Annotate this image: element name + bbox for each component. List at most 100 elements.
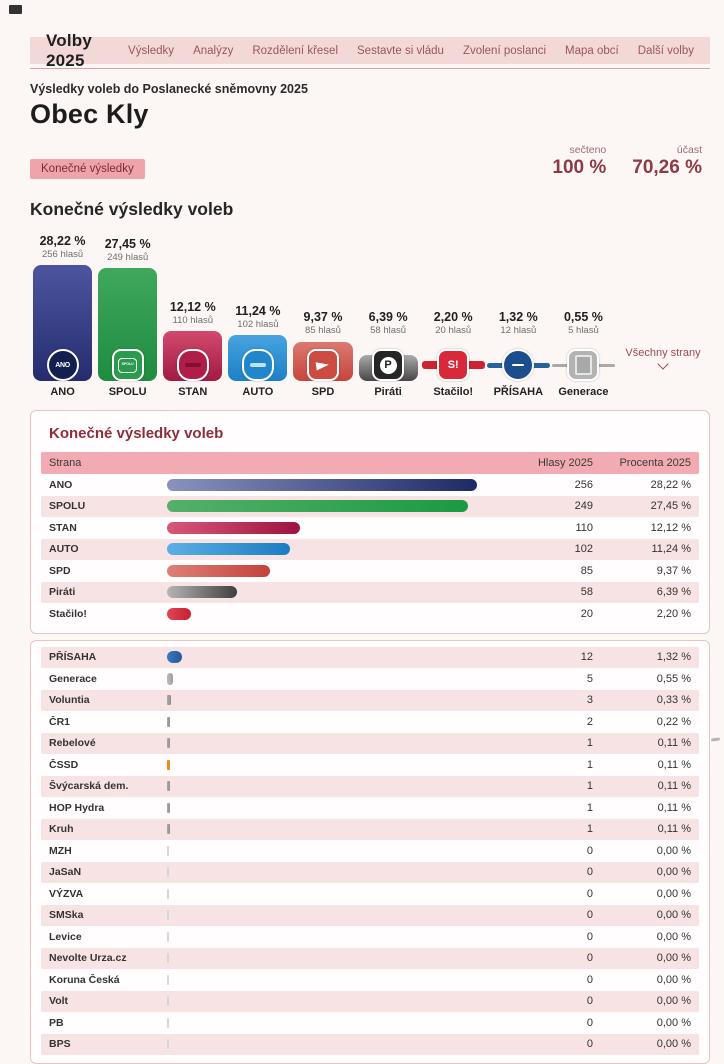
votes-value: 0: [523, 845, 593, 857]
party-name-label: Generace: [558, 386, 608, 398]
percent-label: 27,45 %: [105, 237, 151, 251]
pirati-party-icon[interactable]: P: [372, 349, 404, 381]
vote-bar-cell: [167, 586, 523, 598]
bar-zone: [228, 335, 287, 381]
party-name-label: PŘÍSAHA: [494, 386, 544, 398]
stat-label: účast: [632, 144, 702, 156]
percent-value: 12,12 %: [593, 522, 691, 534]
percent-value: 0,11 %: [593, 737, 691, 749]
party-name: SMSka: [49, 909, 167, 921]
votes-value: 1: [523, 737, 593, 749]
party-name: Kruh: [49, 823, 167, 835]
votes-label: 20 hlasů: [435, 325, 471, 336]
vote-bar: [167, 695, 171, 705]
nav-item-analyzy[interactable]: Analýzy: [193, 45, 233, 57]
page-title: Obec Kly: [30, 99, 710, 130]
spolu-party-icon[interactable]: SPOLU: [112, 349, 144, 381]
vote-bar: [167, 717, 170, 727]
vote-bar: [167, 479, 477, 491]
vote-bar-cell: [167, 974, 523, 986]
bar-zone: [554, 341, 613, 381]
party-name: Stačilo!: [49, 608, 167, 620]
party-name: MZH: [49, 845, 167, 857]
percent-value: 0,33 %: [593, 694, 691, 706]
nav-item-dalsi-volby[interactable]: Další volby: [638, 45, 694, 57]
generace-party-icon[interactable]: [567, 349, 599, 381]
vote-bar-cell: [167, 909, 523, 921]
auto-party-icon[interactable]: [242, 349, 274, 381]
party-name: PB: [49, 1017, 167, 1029]
vote-bar-cell: [167, 780, 523, 792]
vote-bar: [167, 867, 169, 877]
stan-party-icon[interactable]: [177, 349, 209, 381]
party-name: SPD: [49, 565, 167, 577]
vote-bar: [167, 1018, 169, 1028]
votes-value: 12: [523, 651, 593, 663]
party-name: SPOLU: [49, 500, 167, 512]
party-name-label: SPOLU: [109, 386, 147, 398]
votes-value: 20: [523, 608, 593, 620]
vote-bar: [167, 651, 182, 663]
spolu-logo-frame: SPOLU: [118, 358, 137, 373]
prisaha-party-icon[interactable]: [502, 349, 534, 381]
party-name-label: STAN: [178, 386, 207, 398]
percent-value: 0,00 %: [593, 888, 691, 900]
nav-item-vysledky[interactable]: Výsledky: [128, 45, 174, 57]
vote-bar: [167, 889, 169, 899]
site-brand[interactable]: Volby 2025: [46, 31, 128, 71]
nav-item-zvoleni-poslanci[interactable]: Zvolení poslanci: [463, 45, 546, 57]
ano-party-icon[interactable]: ANO: [47, 349, 79, 381]
vote-bar: [167, 586, 237, 598]
party-name: AUTO: [49, 543, 167, 555]
vote-bar-cell: [167, 543, 523, 555]
stacilo-party-icon[interactable]: S!: [437, 349, 469, 381]
vote-bar: [167, 608, 191, 620]
percent-value: 0,00 %: [593, 974, 691, 986]
vote-bar-cell: [167, 673, 523, 685]
votes-label: 5 hlasů: [568, 325, 599, 336]
scan-artifact-mark: [9, 5, 22, 14]
all-parties-label[interactable]: Všechny strany: [625, 347, 700, 359]
percent-label: 28,22 %: [40, 234, 86, 248]
votes-value: 0: [523, 995, 593, 1007]
nav-item-rozdeleni-kresel[interactable]: Rozdělení křesel: [252, 45, 338, 57]
party-name: Rebelové: [49, 737, 167, 749]
header-separator: [30, 68, 710, 69]
pirati-logo-letter: P: [384, 360, 391, 371]
vote-bar: [167, 500, 468, 512]
party-name-label: ANO: [50, 386, 74, 398]
spd-party-icon[interactable]: [307, 349, 339, 381]
nav-item-mapa-obci[interactable]: Mapa obcí: [565, 45, 619, 57]
votes-value: 110: [523, 522, 593, 534]
bar-zone: [489, 341, 548, 381]
party-name: STAN: [49, 522, 167, 534]
party-name: Koruna Česká: [49, 974, 167, 986]
all-parties-toggle[interactable]: Všechny strany: [616, 230, 710, 398]
votes-value: 256: [523, 479, 593, 491]
percent-value: 6,39 %: [593, 586, 691, 598]
nav-item-sestavte-si-vladu[interactable]: Sestavte si vládu: [357, 45, 444, 57]
votes-value: 0: [523, 909, 593, 921]
vote-bar-cell: [167, 931, 523, 943]
chevron-down-icon[interactable]: [657, 358, 668, 369]
percent-value: 9,37 %: [593, 565, 691, 577]
bar-zone: ANO: [33, 265, 92, 381]
percent-value: 0,11 %: [593, 823, 691, 835]
party-name: Švýcarská dem.: [49, 780, 167, 792]
vote-bar-cell: [167, 522, 523, 534]
page: Volby 2025 Výsledky Analýzy Rozdělení křes…: [30, 0, 710, 1064]
spolu-logo-text: SPOLU: [122, 363, 134, 367]
ano-logo-text: ANO: [55, 362, 70, 369]
